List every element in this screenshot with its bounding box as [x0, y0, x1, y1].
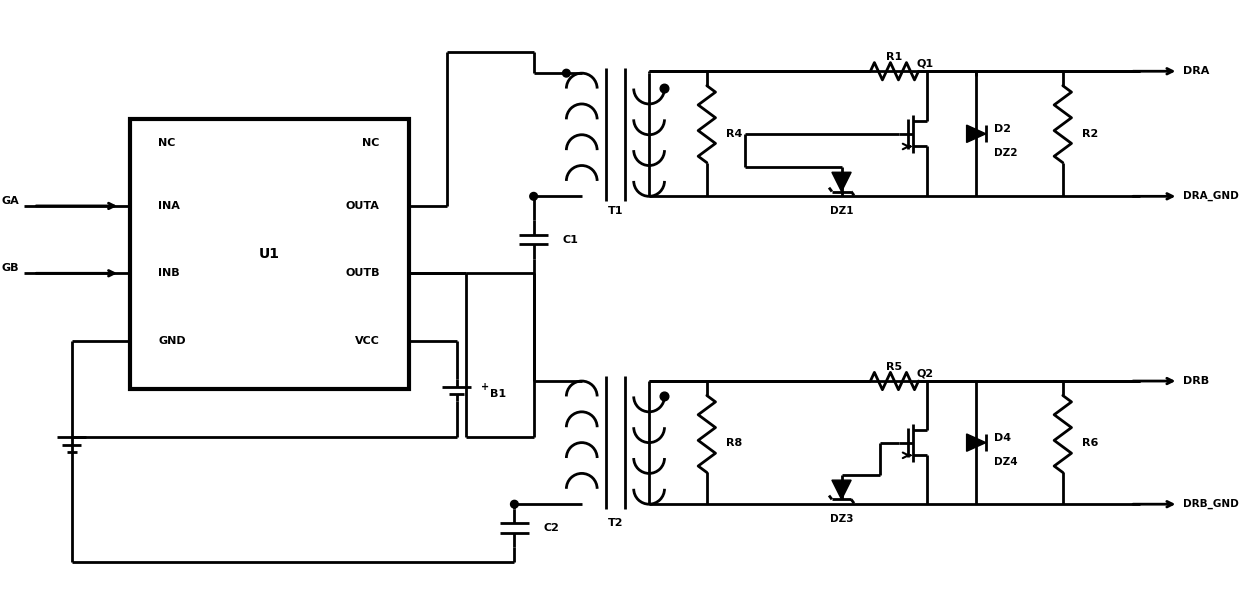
Text: GA: GA	[1, 196, 19, 206]
Text: VCC: VCC	[355, 335, 379, 346]
Text: DRB_GND: DRB_GND	[1183, 499, 1239, 509]
Text: D2: D2	[993, 124, 1011, 134]
Text: R8: R8	[727, 438, 743, 447]
Polygon shape	[967, 434, 986, 451]
Text: R5: R5	[887, 362, 903, 371]
Text: NC: NC	[362, 138, 379, 148]
Text: T2: T2	[608, 518, 624, 528]
Text: Q2: Q2	[916, 368, 934, 378]
Polygon shape	[832, 172, 851, 192]
Text: R6: R6	[1083, 438, 1099, 447]
Text: DRB: DRB	[1183, 376, 1209, 386]
Text: DZ2: DZ2	[993, 148, 1017, 158]
Polygon shape	[832, 480, 851, 499]
FancyBboxPatch shape	[129, 119, 408, 389]
Circle shape	[563, 69, 570, 77]
Text: GND: GND	[159, 335, 186, 346]
Text: Q1: Q1	[916, 59, 934, 69]
Text: R2: R2	[1083, 129, 1099, 139]
Text: +: +	[481, 382, 489, 392]
Text: INA: INA	[159, 201, 180, 211]
Text: T1: T1	[608, 206, 624, 216]
Text: C2: C2	[543, 523, 559, 533]
Polygon shape	[967, 125, 986, 143]
Circle shape	[529, 192, 537, 200]
Text: INB: INB	[159, 268, 180, 278]
Circle shape	[511, 501, 518, 508]
Text: DZ1: DZ1	[830, 206, 853, 216]
Text: DZ3: DZ3	[830, 513, 853, 524]
Text: B1: B1	[490, 389, 506, 398]
Text: DRA_GND: DRA_GND	[1183, 191, 1239, 201]
Text: OUTA: OUTA	[346, 201, 379, 211]
Text: U1: U1	[259, 247, 279, 261]
Text: DZ4: DZ4	[993, 457, 1017, 467]
Circle shape	[660, 84, 668, 93]
Circle shape	[660, 392, 668, 401]
Text: R4: R4	[727, 129, 743, 139]
Text: R1: R1	[887, 52, 903, 62]
Text: NC: NC	[159, 138, 176, 148]
Text: GB: GB	[1, 264, 19, 274]
Text: D4: D4	[993, 433, 1011, 443]
Text: OUTB: OUTB	[345, 268, 379, 278]
Text: DRA: DRA	[1183, 66, 1209, 76]
Text: C1: C1	[563, 234, 578, 245]
